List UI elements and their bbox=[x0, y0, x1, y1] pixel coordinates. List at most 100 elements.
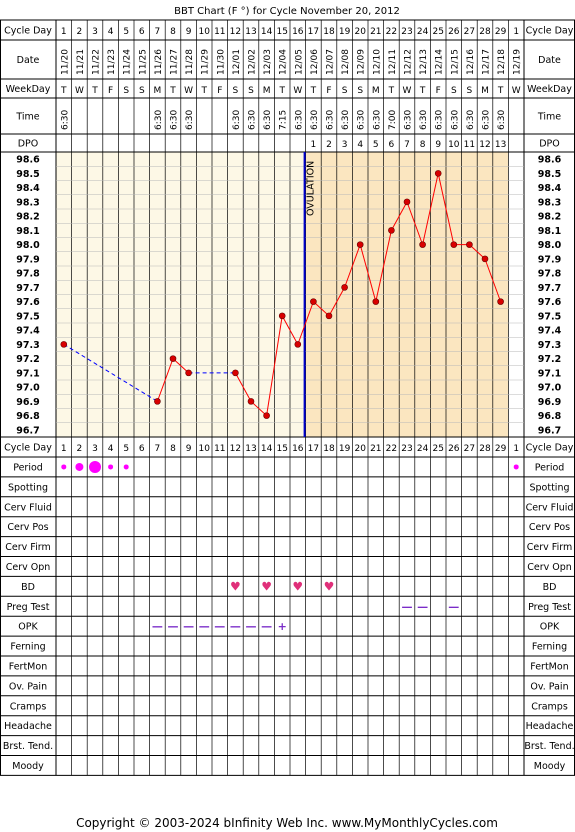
y-tick-label-right: 96.7 bbox=[538, 425, 561, 436]
obs-preg-test-label-left: Preg Test bbox=[7, 602, 50, 613]
y-tick-label-right: 98.5 bbox=[538, 169, 561, 180]
cycle-day-number: 19 bbox=[339, 444, 351, 454]
cycle-day-number: 5 bbox=[123, 27, 129, 37]
cycle-day-number: 22 bbox=[386, 27, 397, 37]
dpo-value: 4 bbox=[357, 140, 363, 150]
y-tick-label-right: 97.7 bbox=[538, 283, 561, 294]
date-value: 12/01 bbox=[232, 49, 242, 75]
obs-cerv-pos-label-right: Cerv Pos bbox=[529, 522, 570, 533]
preg-test-mark: — bbox=[448, 600, 459, 613]
obs-preg-test-label-right: Preg Test bbox=[528, 602, 571, 613]
date-value: 11/25 bbox=[138, 49, 148, 75]
temperature-point bbox=[278, 312, 286, 320]
cycle-day-number: 18 bbox=[323, 27, 335, 37]
weekday-value: F bbox=[436, 86, 441, 96]
period-dot bbox=[61, 464, 67, 470]
cycle-day-number: 10 bbox=[198, 444, 210, 454]
obs-ferning-label-right: Ferning bbox=[532, 642, 567, 653]
temperature-point bbox=[263, 412, 270, 419]
y-tick-label-right: 98.2 bbox=[538, 212, 561, 223]
weekday-value: T bbox=[497, 86, 504, 96]
y-tick-label-left: 97.5 bbox=[16, 311, 39, 322]
temperature-point bbox=[434, 170, 442, 177]
temperature-line bbox=[344, 244, 361, 288]
cycle-day-number: 21 bbox=[370, 444, 381, 454]
temperature-point bbox=[419, 241, 426, 248]
y-tick-label-right: 97.5 bbox=[538, 311, 561, 322]
date-value: 12/04 bbox=[279, 49, 289, 75]
opk-mark: — bbox=[152, 620, 163, 633]
weekday-value: S bbox=[233, 86, 239, 96]
y-tick-label-right: 98.1 bbox=[538, 226, 561, 237]
weekday-label-left: WeekDay bbox=[6, 84, 51, 95]
cycle-day-number: 3 bbox=[92, 444, 98, 454]
obs-brst-tend--label-right: Brst. Tend. bbox=[524, 741, 574, 752]
obs-opk-label-right: OPK bbox=[540, 622, 560, 633]
dpo-label-right: DPO bbox=[539, 139, 560, 150]
cycle-day-number: 21 bbox=[370, 27, 381, 37]
obs-cerv-fluid-label-left: Cerv Fluid bbox=[4, 502, 52, 513]
weekday-value: T bbox=[200, 86, 207, 96]
temperature-point bbox=[294, 341, 302, 348]
y-tick-label-left: 98.6 bbox=[16, 155, 40, 166]
obs-moody-label-left: Moody bbox=[12, 761, 44, 772]
cycle-day-number: 6 bbox=[139, 27, 145, 37]
date-label-right: Date bbox=[538, 55, 561, 66]
y-tick-label-left: 98.2 bbox=[16, 212, 39, 223]
y-tick-label-right: 98.3 bbox=[538, 197, 561, 208]
obs-fertmon-label-left: FertMon bbox=[9, 661, 47, 672]
temperature-line bbox=[484, 258, 502, 302]
temperature-line bbox=[469, 244, 486, 260]
obs-bd-label-left: BD bbox=[21, 582, 35, 593]
time-value: 7:15 bbox=[279, 110, 289, 130]
time-value: 6:30 bbox=[341, 110, 351, 130]
cycle-day-number: 25 bbox=[432, 27, 443, 37]
cycle-day-number: 9 bbox=[186, 444, 192, 454]
cycle-day-bottom-label-right: Cycle Day bbox=[526, 443, 574, 454]
opk-mark: — bbox=[183, 620, 194, 633]
obs-spotting-label-right: Spotting bbox=[529, 482, 569, 493]
cycle-day-number: 1 bbox=[513, 27, 519, 37]
weekday-value: M bbox=[154, 86, 162, 96]
time-value: 6:30 bbox=[450, 110, 460, 130]
y-tick-label-left: 98.4 bbox=[16, 183, 40, 194]
cycle-day-number: 22 bbox=[386, 444, 397, 454]
y-tick-label-left: 98.3 bbox=[16, 197, 39, 208]
temperature-point bbox=[310, 298, 317, 305]
temperature-point bbox=[341, 284, 348, 291]
weekday-label-right: WeekDay bbox=[527, 84, 572, 95]
period-dot bbox=[108, 464, 114, 470]
obs-fertmon-label-right: FertMon bbox=[530, 661, 568, 672]
time-label-left: Time bbox=[15, 112, 39, 123]
obs-cerv-pos-label-left: Cerv Pos bbox=[7, 522, 48, 533]
dpo-value: 8 bbox=[420, 140, 426, 150]
cycle-day-number: 27 bbox=[464, 27, 475, 37]
weekday-value: T bbox=[419, 86, 426, 96]
cycle-day-number: 13 bbox=[245, 444, 256, 454]
weekday-value: T bbox=[169, 86, 176, 96]
cycle-day-number: 24 bbox=[417, 444, 429, 454]
date-value: 11/26 bbox=[154, 49, 164, 75]
temperature-line bbox=[437, 173, 455, 245]
bd-heart-icon: ♥ bbox=[261, 579, 272, 593]
cycle-day-number: 1 bbox=[513, 444, 519, 454]
obs-cerv-firm-label-right: Cerv Firm bbox=[527, 542, 572, 553]
cycle-day-number: 4 bbox=[108, 27, 114, 37]
weekday-value: W bbox=[512, 86, 521, 96]
weekday-value: S bbox=[248, 86, 254, 96]
weekday-value: T bbox=[91, 86, 98, 96]
date-value: 11/30 bbox=[216, 49, 226, 75]
obs-moody-label-right: Moody bbox=[534, 761, 566, 772]
y-tick-label-left: 98.5 bbox=[16, 169, 39, 180]
obs-ferning-label-left: Ferning bbox=[10, 642, 45, 653]
temperature-line bbox=[281, 315, 299, 345]
temperature-line bbox=[172, 358, 189, 374]
weekday-value: M bbox=[263, 86, 271, 96]
cycle-day-label-left: Cycle Day bbox=[4, 26, 52, 37]
time-value: 6:30 bbox=[310, 110, 320, 130]
time-value: 6:30 bbox=[372, 110, 382, 130]
opk-mark: — bbox=[261, 620, 272, 633]
cycle-day-number: 6 bbox=[139, 444, 145, 454]
date-value: 12/03 bbox=[263, 49, 273, 75]
